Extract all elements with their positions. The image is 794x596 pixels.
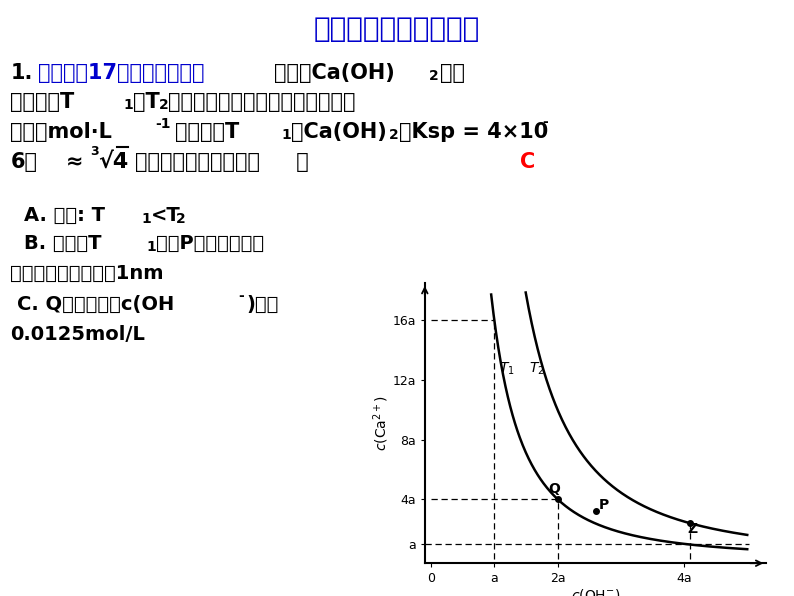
Text: ≈: ≈ — [66, 152, 83, 172]
Text: 1: 1 — [123, 98, 133, 112]
Text: C. Q点的溶液中c(OH: C. Q点的溶液中c(OH — [17, 295, 175, 314]
Text: 时，P点分散系中分: 时，P点分散系中分 — [156, 234, 264, 253]
Text: A. 温度: T: A. 温度: T — [24, 206, 105, 225]
Text: 二、沉淀溶解平衡图像: 二、沉淀溶解平衡图像 — [314, 15, 480, 43]
Text: 的Ksp = 4×10: 的Ksp = 4×10 — [399, 122, 548, 142]
Y-axis label: $c$(Ca$^{2+}$): $c$(Ca$^{2+}$) — [372, 395, 391, 451]
Text: $T_1$: $T_1$ — [499, 361, 515, 377]
Text: 1: 1 — [141, 212, 151, 225]
Text: 在温: 在温 — [440, 63, 464, 83]
Text: -1: -1 — [156, 117, 172, 131]
Text: 3: 3 — [90, 145, 98, 158]
Text: P: P — [599, 498, 609, 512]
Text: Q: Q — [548, 482, 560, 496]
Text: -: - — [238, 289, 244, 303]
Text: 1.: 1. — [10, 63, 33, 83]
Text: 单位为mol·L: 单位为mol·L — [10, 122, 112, 142]
Text: 2: 2 — [429, 69, 438, 82]
Text: B. 温度为T: B. 温度为T — [24, 234, 102, 253]
Text: 1: 1 — [147, 240, 156, 254]
Text: 如图是Ca(OH): 如图是Ca(OH) — [274, 63, 395, 83]
Text: 时的沉淀溶解平衡曲线［图中浓度: 时的沉淀溶解平衡曲线［图中浓度 — [168, 92, 356, 113]
Text: 散质粒子直径均小于1nm: 散质粒子直径均小于1nm — [10, 264, 164, 283]
Text: ，温度为T: ，温度为T — [175, 122, 239, 142]
Text: 时Ca(OH): 时Ca(OH) — [291, 122, 387, 142]
Text: 6，: 6， — [10, 152, 37, 172]
Text: 度分别为T: 度分别为T — [10, 92, 75, 113]
Text: C: C — [520, 152, 535, 172]
Text: 0.0125mol/L: 0.0125mol/L — [10, 325, 145, 344]
Text: 。下列说法正确的是（     ）: 。下列说法正确的是（ ） — [135, 152, 309, 172]
Text: 、T: 、T — [133, 92, 160, 113]
Text: 2: 2 — [389, 128, 399, 142]
Text: )约为: )约为 — [247, 295, 279, 314]
Text: √4: √4 — [98, 152, 129, 172]
Text: 2: 2 — [159, 98, 168, 112]
Text: 【衡阳市17年高考预测卷】: 【衡阳市17年高考预测卷】 — [38, 63, 205, 83]
Text: $T_2$: $T_2$ — [529, 361, 545, 377]
Text: -: - — [542, 115, 548, 129]
Text: 1: 1 — [282, 128, 291, 142]
Text: Z: Z — [687, 523, 697, 536]
Text: 2: 2 — [176, 212, 186, 225]
X-axis label: $c$(OH$^{-}$): $c$(OH$^{-}$) — [571, 586, 620, 596]
Text: <T: <T — [151, 206, 180, 225]
